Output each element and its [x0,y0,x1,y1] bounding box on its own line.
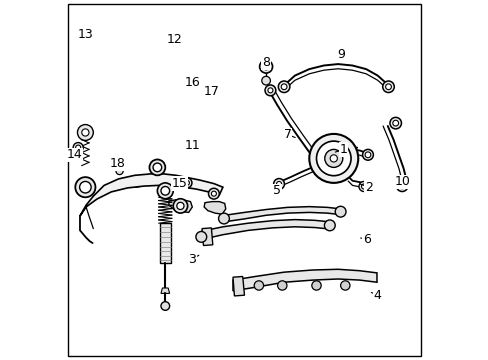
Circle shape [254,281,263,290]
Circle shape [396,180,407,192]
Circle shape [278,81,289,93]
Circle shape [399,183,404,189]
Circle shape [311,281,321,290]
Text: 8: 8 [262,57,269,69]
Circle shape [182,178,192,188]
Circle shape [218,213,229,224]
Circle shape [313,158,324,169]
Circle shape [281,84,286,90]
Circle shape [382,81,393,93]
Circle shape [324,220,335,231]
Polygon shape [232,269,376,291]
Circle shape [73,143,83,153]
Polygon shape [159,223,171,263]
Circle shape [149,159,165,175]
Circle shape [365,152,370,158]
Circle shape [267,88,272,93]
Circle shape [276,181,281,186]
Text: 14: 14 [66,148,82,161]
Text: 4: 4 [373,289,381,302]
Circle shape [389,117,401,129]
Text: 2: 2 [364,181,372,194]
Text: 17: 17 [204,85,220,98]
Circle shape [361,184,366,189]
Polygon shape [204,202,225,214]
Circle shape [340,281,349,290]
Circle shape [309,134,358,183]
Circle shape [184,180,189,185]
Circle shape [208,188,219,199]
Circle shape [335,206,346,217]
Circle shape [161,302,169,310]
Text: 9: 9 [336,48,344,60]
Text: 15: 15 [171,177,187,190]
Circle shape [177,202,183,210]
Circle shape [173,199,187,213]
Text: 13: 13 [77,28,93,41]
Text: 10: 10 [394,175,410,188]
Circle shape [75,177,95,197]
Circle shape [77,125,93,140]
Circle shape [277,281,286,290]
Text: 1: 1 [339,143,347,156]
Circle shape [81,129,89,136]
Text: 18: 18 [110,157,125,170]
Circle shape [196,231,206,242]
Text: 11: 11 [184,139,200,152]
Circle shape [153,163,162,172]
Ellipse shape [165,179,179,188]
Circle shape [385,84,390,90]
Circle shape [211,191,216,196]
Circle shape [116,167,123,175]
Circle shape [157,183,173,199]
Circle shape [329,155,337,162]
Circle shape [263,63,269,70]
Circle shape [80,181,91,193]
Text: 7: 7 [283,129,291,141]
Polygon shape [202,228,212,246]
Text: 16: 16 [184,76,200,89]
Circle shape [358,181,368,192]
Polygon shape [80,174,223,216]
Text: 6: 6 [362,233,370,246]
Circle shape [261,76,270,85]
Circle shape [161,186,169,195]
Polygon shape [224,207,339,222]
Circle shape [259,60,272,73]
Circle shape [76,145,81,150]
Polygon shape [202,220,328,239]
Polygon shape [168,200,192,212]
Circle shape [316,141,350,176]
Text: 3: 3 [188,253,196,266]
Ellipse shape [123,176,145,187]
Circle shape [324,149,342,167]
Text: 5: 5 [272,184,280,197]
Polygon shape [232,276,244,296]
Circle shape [273,179,284,189]
Polygon shape [161,288,169,293]
Circle shape [316,161,321,166]
Circle shape [264,85,275,96]
Circle shape [392,120,398,126]
Circle shape [362,149,373,160]
Text: 12: 12 [166,33,182,46]
